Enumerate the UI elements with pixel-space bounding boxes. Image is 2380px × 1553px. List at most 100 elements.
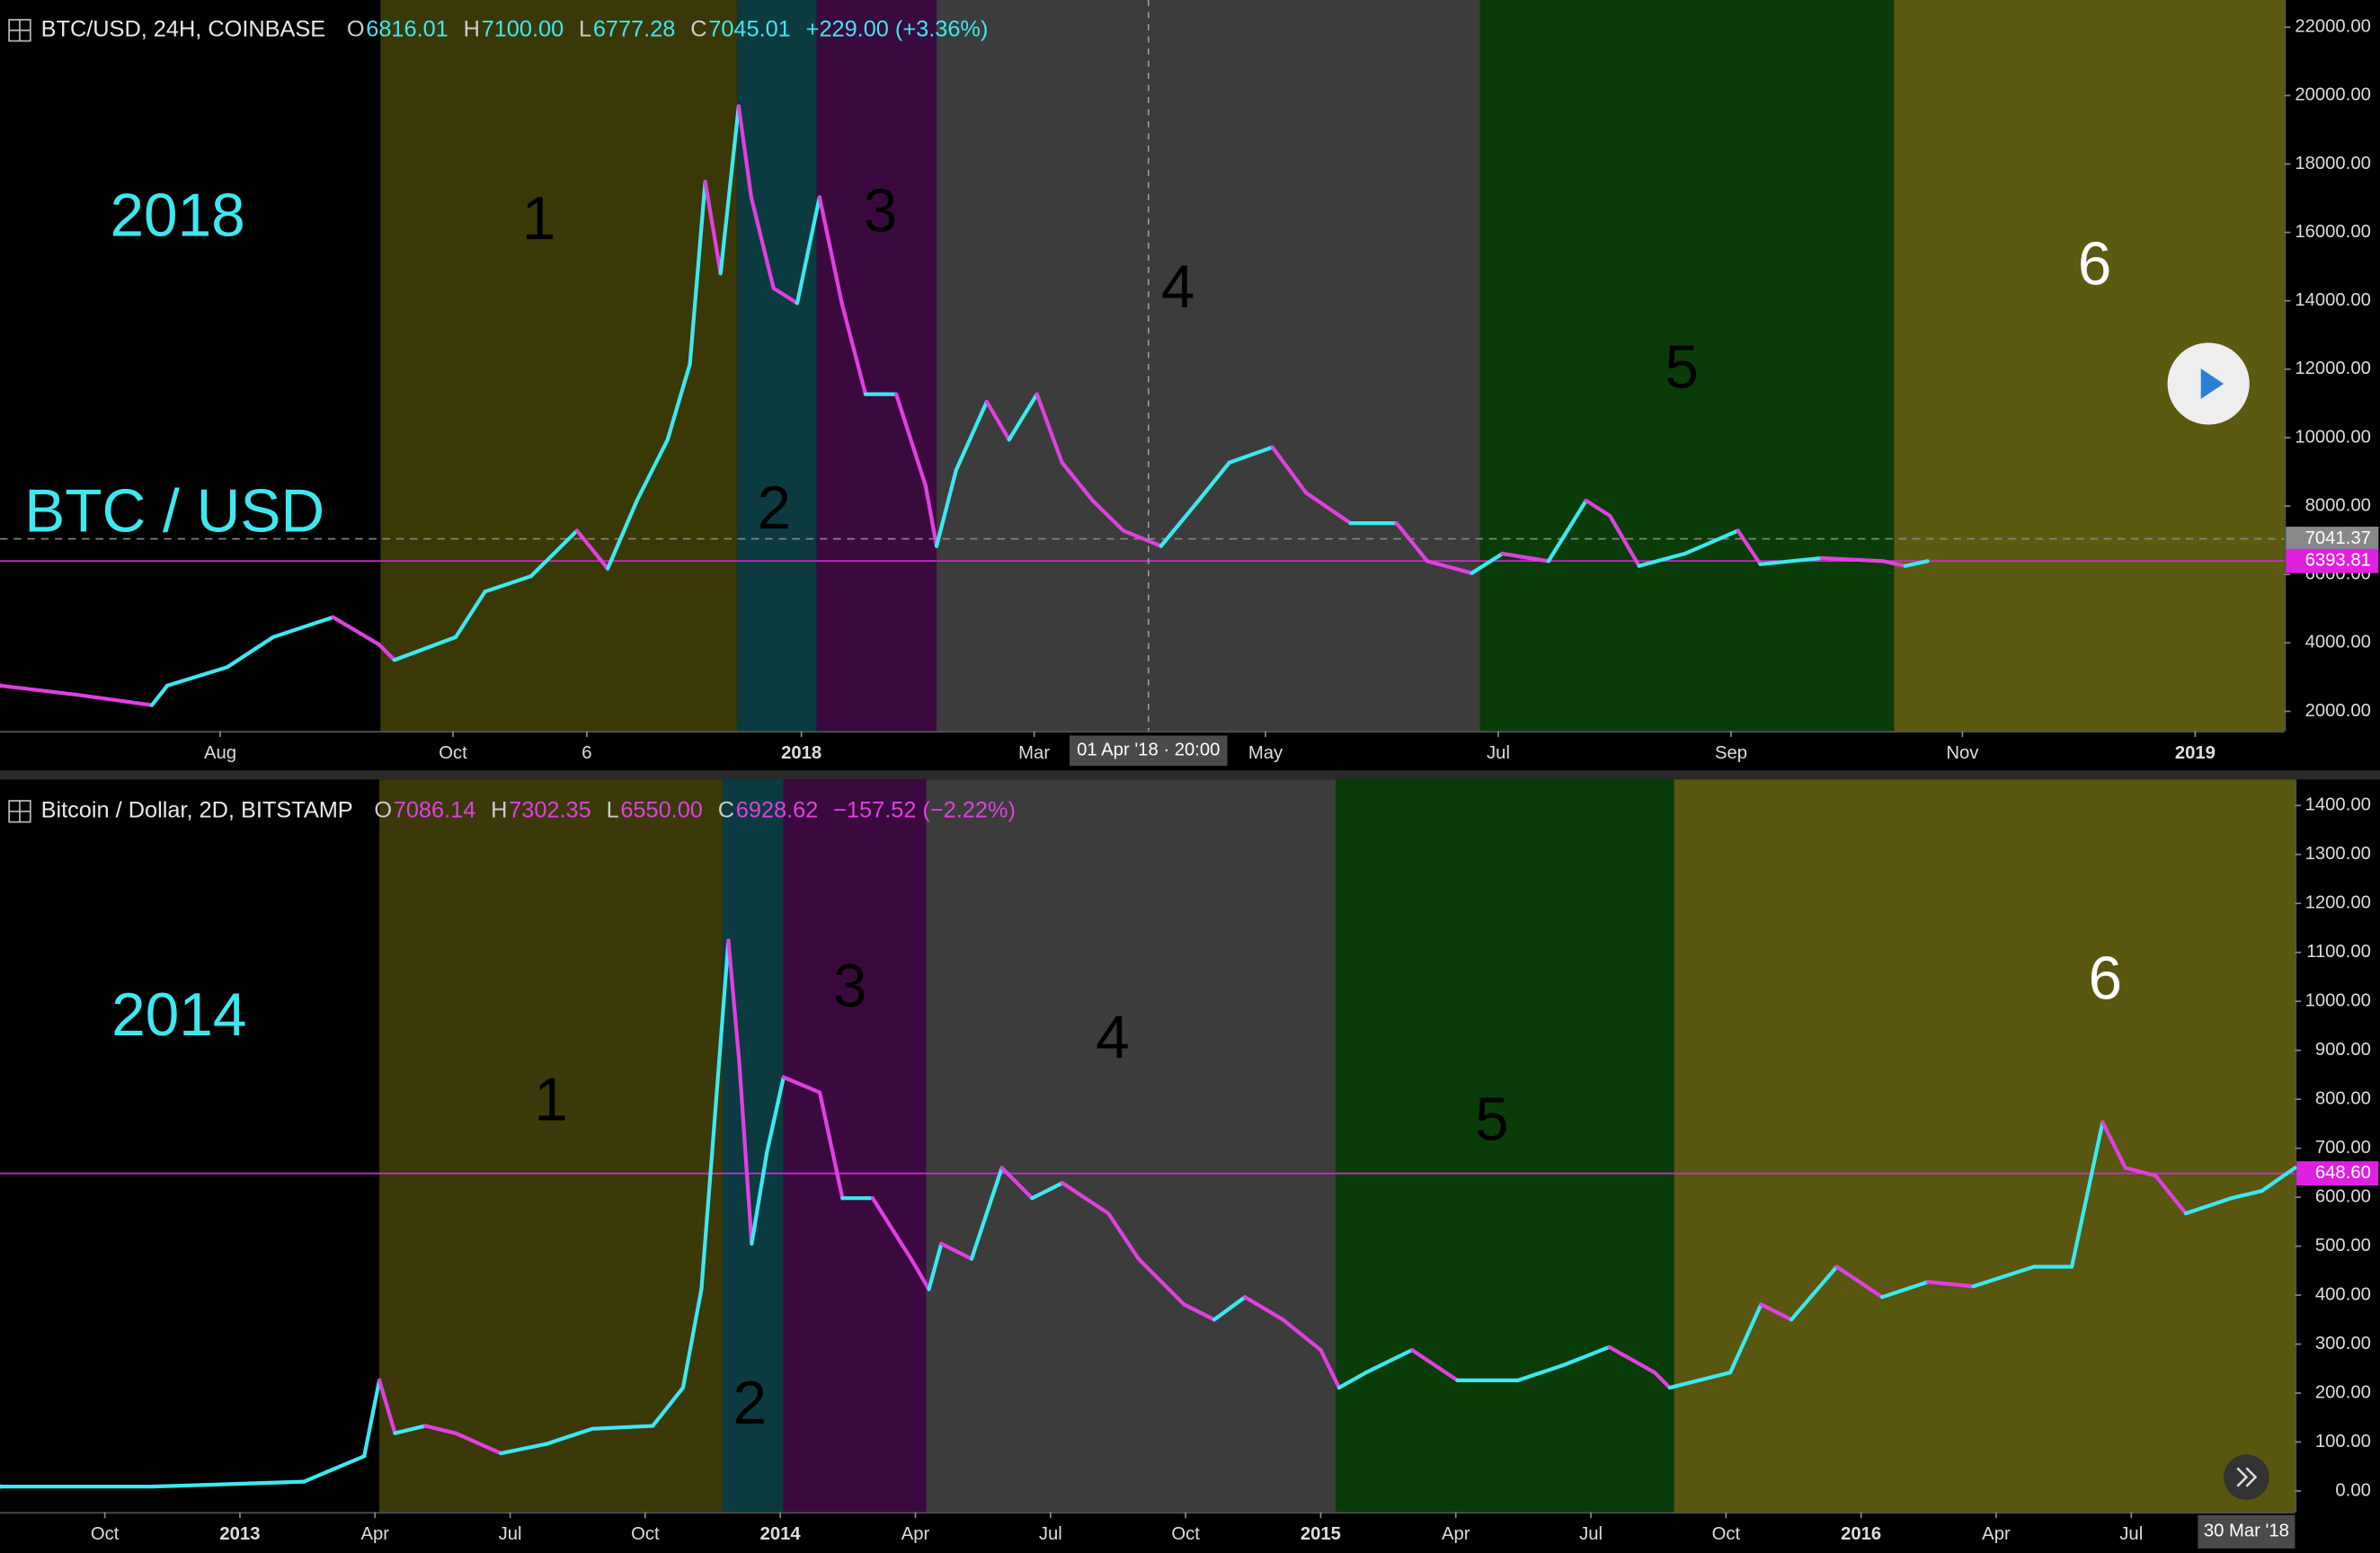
y-tick-label: 12000.00	[2295, 359, 2371, 378]
phase-label: 1	[534, 1066, 568, 1133]
price-segment	[1515, 1362, 1566, 1382]
price-segment	[1819, 555, 1886, 564]
price-segment	[1243, 1295, 1285, 1322]
price-segment	[750, 1150, 769, 1246]
price-tag	[2286, 527, 2379, 552]
x-tick-label: 2019	[2175, 743, 2216, 763]
y-tick-label: 1000.00	[2305, 991, 2371, 1011]
phase-label: 5	[1665, 333, 1699, 401]
price-segment	[544, 1426, 595, 1446]
price-segment	[1652, 1371, 1672, 1390]
pane-divider	[0, 770, 2380, 780]
price-segment	[1903, 559, 1930, 568]
x-tick-label: Jul	[1487, 743, 1510, 763]
price-segment	[1270, 445, 1309, 495]
price-segment	[781, 1075, 822, 1095]
price-segment	[839, 301, 868, 396]
price-segment	[1394, 521, 1430, 564]
price-segment	[1667, 1371, 1733, 1390]
crosshair-tag	[1069, 735, 1228, 767]
price-segment	[893, 392, 928, 487]
ohlc-value: 6816.01	[366, 16, 448, 41]
price-segment	[711, 938, 731, 1140]
price-segment	[1500, 551, 1550, 564]
price-segment	[1281, 1318, 1323, 1353]
price-segment	[1159, 498, 1201, 548]
price-segment	[927, 1241, 944, 1291]
phase-label: 2	[733, 1370, 767, 1437]
price-segment	[1035, 392, 1064, 465]
y-tick-label: 1200.00	[2305, 893, 2371, 913]
price-segment	[1303, 491, 1353, 526]
y-tick-label: 2000.00	[2305, 701, 2371, 721]
cursor-date: 30 Mar '18	[2204, 1522, 2289, 1541]
price-segment	[651, 1385, 686, 1428]
price-tag-label: 6393.81	[2305, 551, 2371, 571]
price-segment	[1060, 1181, 1111, 1216]
y-tick-label: 600.00	[2315, 1186, 2371, 1206]
price-segment	[795, 195, 821, 306]
price-segment	[453, 590, 487, 639]
price-segment	[1425, 559, 1474, 575]
price-segment	[73, 692, 155, 707]
ohlc-key: H	[464, 16, 480, 41]
price-segment	[703, 180, 723, 276]
y-tick-label: 900.00	[2315, 1040, 2371, 1060]
price-segment	[1182, 1302, 1217, 1322]
x-tick-label: Apr	[1442, 1524, 1470, 1544]
price-segment	[1683, 528, 1740, 556]
price-segment	[377, 643, 396, 662]
x-tick-label: Oct	[439, 743, 467, 763]
price-segment	[0, 683, 77, 697]
ohlc-value: 6550.00	[620, 798, 703, 823]
price-segment	[2183, 1196, 2233, 1216]
y-tick-label: 16000.00	[2295, 222, 2371, 242]
y-tick-label: 0.00	[2335, 1480, 2370, 1500]
price-segment	[1319, 1347, 1341, 1390]
change: +229.00 (+3.36%)	[806, 16, 989, 41]
price-segment	[1337, 1371, 1369, 1390]
price-segment	[1136, 1256, 1186, 1307]
price-segment	[377, 1378, 397, 1435]
phase-label: 4	[1096, 1004, 1130, 1071]
price-segment	[1879, 1280, 1931, 1300]
y-tick-label: 20000.00	[2295, 85, 2371, 105]
price-segment	[2260, 1166, 2297, 1194]
x-tick-label: Nov	[1946, 743, 1979, 763]
x-tick-label: Oct	[1171, 1524, 1200, 1544]
y-tick-label: 800.00	[2315, 1088, 2371, 1108]
price-segment	[688, 180, 707, 367]
ohlc-value: 6928.62	[736, 798, 819, 823]
price-segment	[923, 483, 939, 548]
ohlc-value: 7302.35	[509, 798, 591, 823]
price-segment	[301, 1454, 367, 1484]
phase-band	[816, 0, 937, 732]
y-tick-label: 700.00	[2315, 1138, 2371, 1158]
y-tick-label: 1100.00	[2306, 942, 2371, 962]
x-tick-label: Sep	[1715, 743, 1747, 763]
y-tick-label: 14000.00	[2295, 290, 2371, 310]
ohlc-value: 7100.00	[482, 16, 564, 41]
price-segment	[1736, 528, 1763, 566]
price-segment	[817, 1090, 845, 1201]
price-segment	[954, 399, 990, 473]
price-segment	[1607, 1344, 1657, 1375]
price-segment	[665, 362, 692, 442]
price-segment	[590, 1424, 655, 1431]
y-tick-label: 400.00	[2315, 1284, 2371, 1304]
x-tick-label: Aug	[204, 743, 236, 763]
scroll-icon	[2236, 1467, 2258, 1487]
price-segment	[149, 683, 170, 707]
phase-label: 6	[2089, 945, 2123, 1012]
price-tag	[2296, 1161, 2379, 1186]
crosshair-label: 01 Apr '18 · 20:00	[1077, 741, 1220, 760]
price-segment	[605, 498, 639, 571]
phase-label: 3	[833, 953, 867, 1020]
phase-band	[1336, 779, 1674, 1513]
y-tick-label: 100.00	[2315, 1432, 2371, 1451]
price-segment	[1212, 1295, 1248, 1322]
x-tick-label: Oct	[631, 1524, 660, 1544]
price-segment	[2123, 1166, 2158, 1178]
price-segment	[1090, 498, 1125, 533]
